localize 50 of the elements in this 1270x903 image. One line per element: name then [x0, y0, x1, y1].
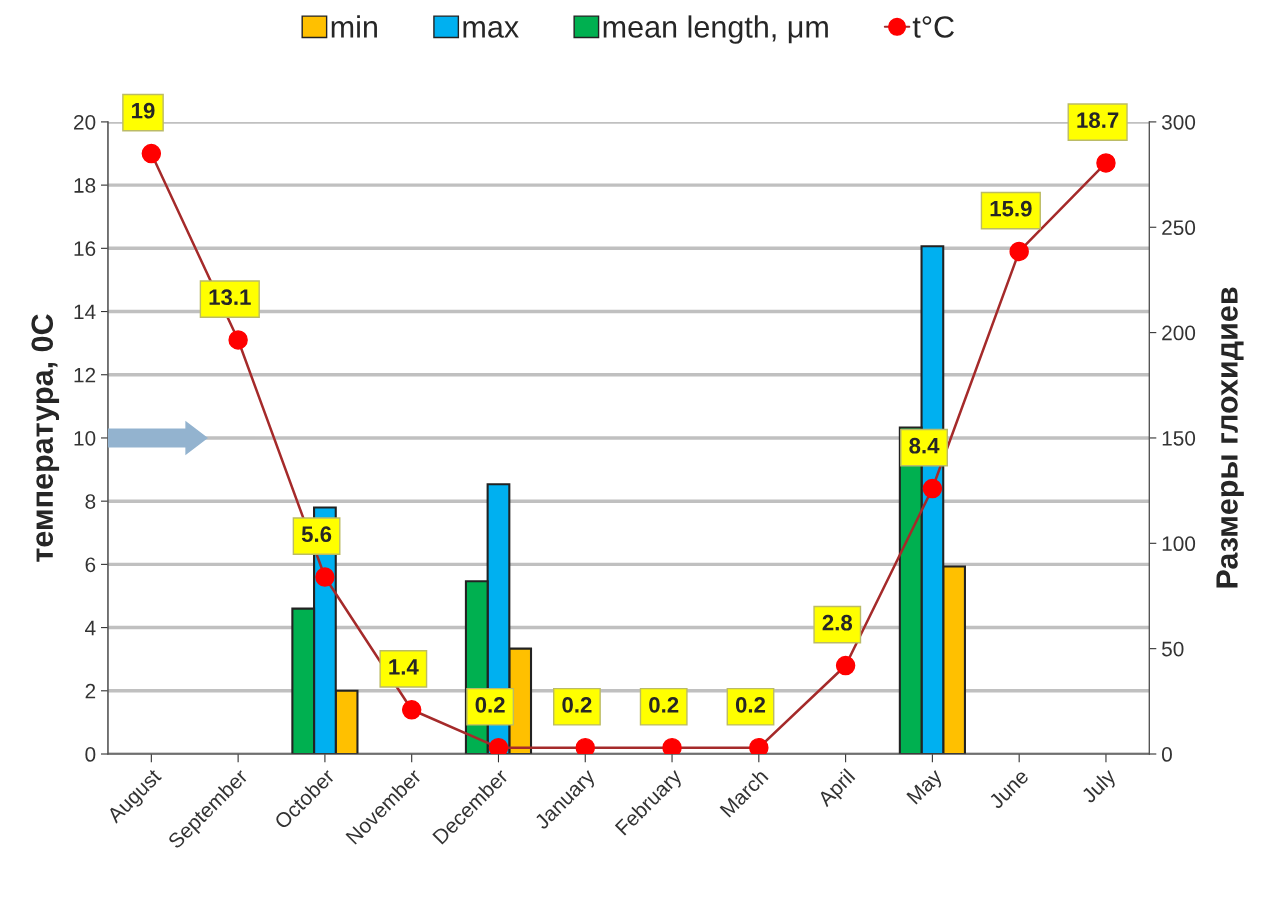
data-label: 0.2 — [475, 697, 505, 713]
y-tick-label: 18 — [74, 178, 96, 193]
data-label: 15.9 — [990, 200, 1032, 217]
point — [835, 655, 856, 676]
y-tick-label: 6 — [85, 557, 96, 573]
legend-label: max — [463, 21, 519, 38]
point — [228, 330, 248, 350]
point — [141, 143, 162, 164]
y-tick-label: 8 — [85, 494, 96, 509]
data-label: 1.4 — [389, 659, 419, 675]
x-tick-label: July — [1079, 767, 1120, 807]
point — [662, 737, 682, 755]
point — [749, 737, 769, 755]
data-label: 0.2 — [649, 697, 679, 713]
y2-axis-title: Размеры глохидиев — [1216, 287, 1244, 588]
point — [922, 478, 943, 499]
y-tick-label: 12 — [74, 367, 96, 383]
y-tick-label: 20 — [74, 114, 96, 130]
point — [1009, 241, 1029, 262]
y2-tick-label: 200 — [1162, 325, 1196, 341]
y2-tick-label: 0 — [1161, 747, 1172, 762]
x-tick-label: May — [906, 767, 947, 808]
data-label: 2.8 — [822, 614, 853, 631]
point — [315, 567, 335, 587]
point — [401, 700, 422, 720]
y2-tick-label: 250 — [1162, 220, 1196, 236]
y2-tick-label: 300 — [1161, 114, 1196, 130]
y2-tick-label: 50 — [1161, 641, 1184, 657]
legend-label: min — [331, 15, 377, 38]
y-axis-title: температура, 0С — [31, 314, 60, 562]
y-tick-label: 2 — [85, 683, 96, 699]
data-label: 19 — [132, 102, 155, 119]
data-label: 13.1 — [209, 289, 251, 306]
data-label: 0.2 — [735, 697, 766, 713]
point — [575, 737, 595, 755]
y-tick-label: 0 — [85, 747, 96, 762]
data-label: 18.7 — [1077, 112, 1119, 129]
point — [488, 737, 509, 755]
y-tick-label: 16 — [74, 241, 96, 257]
y-tick-label: 10 — [74, 430, 96, 446]
y2-tick-label: 100 — [1162, 536, 1196, 552]
y-tick-label: 4 — [85, 620, 96, 636]
data-label: 0.2 — [562, 697, 592, 713]
data-label: 5.6 — [301, 526, 332, 543]
y-tick-label: 14 — [74, 304, 96, 320]
y2-tick-label: 150 — [1162, 430, 1196, 446]
point — [1096, 153, 1116, 173]
legend-label: mean length, μm — [603, 15, 828, 44]
legend-label: t°C — [912, 16, 954, 38]
data-label: 8.4 — [909, 437, 940, 454]
